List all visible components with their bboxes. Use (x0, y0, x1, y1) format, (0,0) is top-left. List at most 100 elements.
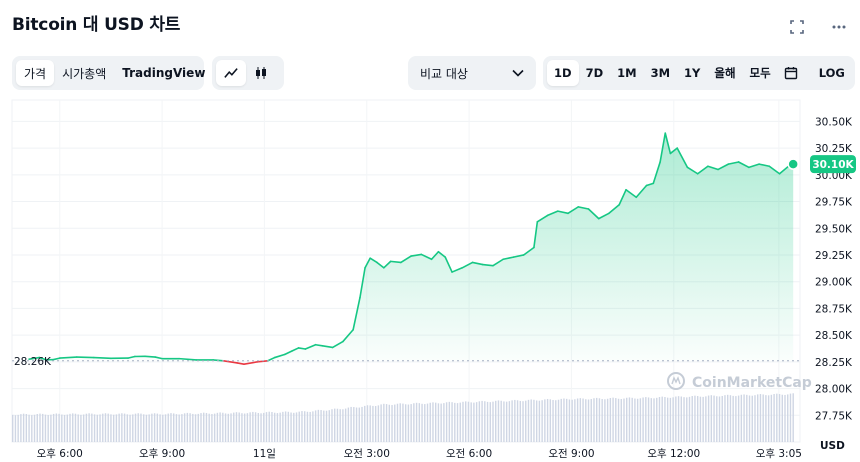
volume-bar (36, 414, 38, 442)
volume-bar (672, 397, 674, 442)
volume-bar (576, 398, 579, 442)
volume-bar (664, 396, 666, 442)
volume-bar (604, 399, 606, 442)
volume-bar (88, 413, 90, 442)
volume-bar (107, 413, 109, 442)
timeframe-1y[interactable]: 1Y (684, 66, 701, 80)
timeframe-all[interactable]: 모두 (749, 66, 771, 80)
tab-price[interactable]: 가격 (16, 60, 55, 86)
volume-bar (74, 413, 77, 442)
price-line-segment (243, 361, 259, 365)
volume-bar (369, 405, 371, 442)
timeframe-1m[interactable]: 1M (617, 66, 637, 80)
volume-bar (123, 413, 126, 442)
volume-bar (557, 399, 560, 442)
volume-bar (110, 414, 112, 442)
volume-bar (290, 412, 292, 442)
line-chart-button[interactable] (216, 60, 246, 86)
volume-bar (350, 406, 352, 442)
more-options-icon[interactable] (828, 16, 850, 38)
log-scale-toggle[interactable]: LOG (818, 66, 845, 80)
fullscreen-icon[interactable] (786, 16, 808, 38)
price-line-segment (383, 260, 392, 269)
candlestick-button[interactable] (246, 60, 276, 86)
volume-bar (162, 414, 164, 442)
volume-bar (724, 395, 726, 442)
volume-bar (465, 401, 467, 442)
volume-bar (328, 410, 330, 442)
volume-bar (497, 400, 500, 442)
chevron-down-icon (512, 69, 524, 77)
volume-bar (424, 404, 426, 442)
price-line-segment (297, 347, 307, 350)
volume-bar (716, 396, 718, 442)
price-line-segment (748, 163, 760, 169)
volume-bar (301, 411, 303, 442)
volume-bar (636, 398, 639, 442)
timeframe-ytd[interactable]: 올해 (714, 66, 736, 80)
volume-bar (366, 405, 369, 442)
x-tick-label: 오전 9:00 (548, 448, 594, 460)
volume-bar (91, 413, 93, 442)
volume-bar (549, 399, 552, 442)
y-tick-label: 30.25K (815, 143, 853, 155)
price-line-segment (290, 347, 300, 352)
volume-bar (789, 393, 792, 442)
volume-bar (609, 398, 612, 442)
price-line-segment (127, 355, 136, 359)
volume-bar (235, 412, 238, 442)
x-tick-label: 오후 12:00 (647, 448, 700, 460)
volume-bar (486, 401, 489, 442)
volume-bar (28, 414, 30, 442)
volume-bar (656, 397, 658, 442)
y-tick-label: 28.00K (815, 384, 853, 396)
baseline-label: 28.26K (14, 356, 52, 368)
tab-tradingview[interactable]: TradingView (122, 66, 206, 80)
volume-bar (432, 402, 434, 442)
timeframe-3m[interactable]: 3M (650, 66, 671, 80)
volume-bar (388, 404, 391, 442)
volume-bar (694, 395, 696, 442)
volume-bar (462, 401, 464, 442)
volume-bar (99, 414, 101, 442)
volume-bar (579, 398, 582, 442)
timeframe-7d[interactable]: 7D (585, 66, 604, 80)
compare-dropdown[interactable]: 비교 대상 (408, 56, 536, 90)
volume-bar (628, 397, 631, 442)
chart-type-toggle (212, 56, 284, 90)
volume-bar (757, 394, 759, 442)
volume-bar (216, 412, 219, 442)
price-line-segment (178, 357, 198, 361)
volume-bar (737, 395, 740, 442)
volume-bar (746, 394, 748, 442)
volume-bar (287, 411, 290, 442)
volume-bar (639, 398, 642, 442)
volume-bar (516, 400, 519, 442)
volume-bar (82, 414, 85, 442)
volume-bar (541, 400, 543, 442)
price-line-segment (717, 163, 730, 171)
volume-bar (413, 403, 415, 442)
volume-bar (63, 414, 66, 442)
price-line-segment (481, 263, 494, 267)
volume-bar (718, 396, 721, 442)
volume-bar (511, 400, 513, 442)
volume-bar (17, 414, 19, 442)
volume-bar (530, 399, 532, 442)
volume-bar (243, 413, 246, 442)
price-line-segment (768, 165, 781, 175)
volume-bar (765, 395, 767, 442)
volume-bar (181, 414, 183, 442)
volume-bar (241, 413, 243, 442)
date-range-button[interactable] (778, 60, 804, 86)
volume-bar (80, 414, 82, 442)
volume-bar (173, 413, 175, 442)
volume-bar (55, 413, 58, 442)
volume-bar (555, 400, 557, 442)
timeframe-1d[interactable]: 1D (547, 60, 579, 86)
coinmarketcap-logo (667, 372, 685, 390)
tab-market-cap[interactable]: 시가총액 (62, 66, 107, 81)
volume-bar (781, 394, 783, 442)
price-line-segment (451, 266, 464, 273)
price-line-segment (420, 253, 433, 261)
